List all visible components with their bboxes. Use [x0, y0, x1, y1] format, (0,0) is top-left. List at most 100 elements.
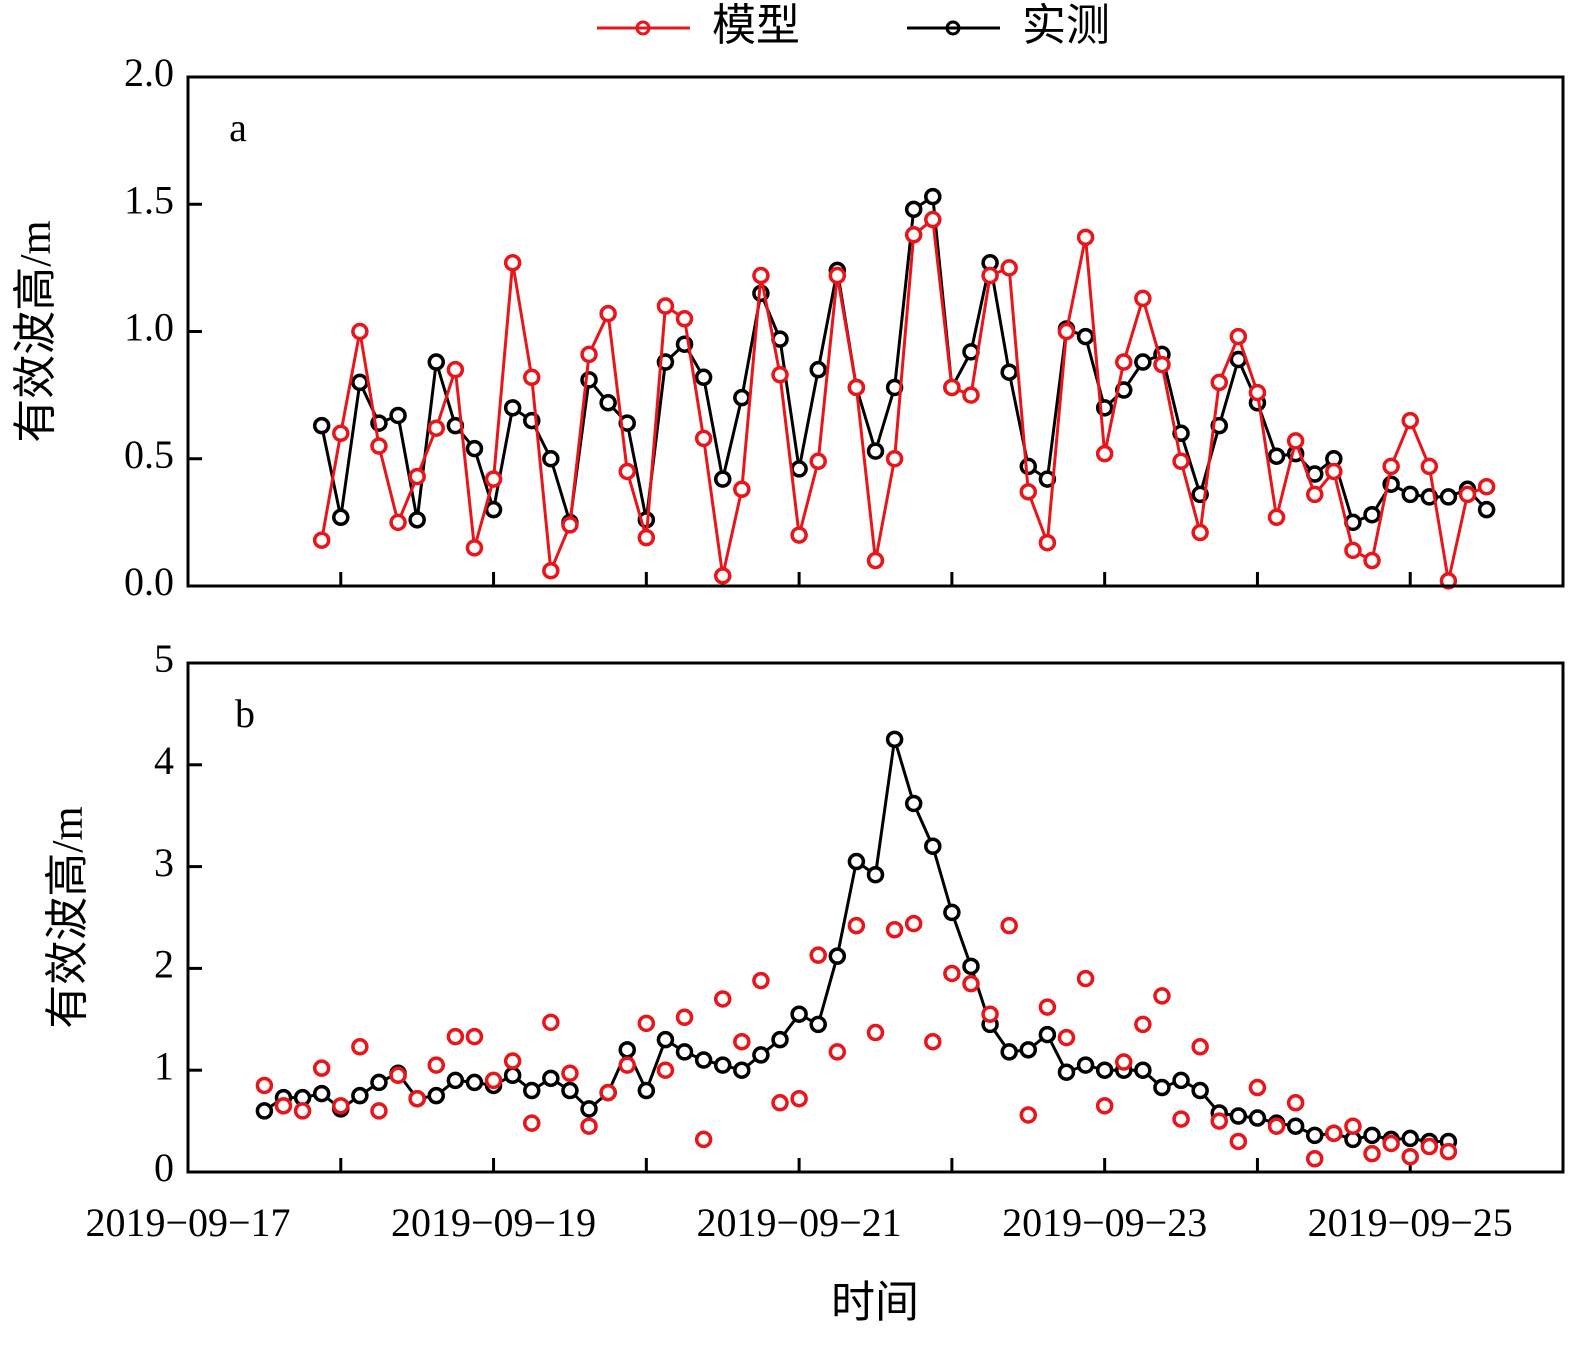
data-point	[790, 460, 808, 478]
data-point	[1019, 483, 1038, 501]
data-point	[924, 187, 942, 206]
data-point	[561, 1081, 579, 1100]
y-tick-label: 1.0	[124, 305, 174, 350]
data-point	[561, 516, 579, 534]
data-point	[713, 990, 732, 1008]
data-point	[1344, 541, 1362, 560]
data-point	[733, 388, 751, 407]
data-point	[637, 528, 656, 547]
data-point	[561, 1064, 579, 1083]
data-point	[1076, 327, 1095, 346]
data-point	[1172, 1110, 1190, 1128]
data-point	[351, 373, 369, 392]
data-point	[675, 1043, 694, 1061]
data-point	[1363, 505, 1381, 524]
data-point	[1248, 383, 1267, 402]
data-point	[599, 1083, 617, 1102]
series	[312, 210, 1496, 590]
data-point	[790, 526, 808, 544]
series-line	[263, 737, 1449, 1143]
data-point	[599, 394, 617, 412]
data-point	[694, 429, 713, 448]
data-point	[351, 1086, 369, 1105]
data-point	[675, 310, 694, 328]
data-point	[1095, 1061, 1114, 1079]
data-point	[255, 1102, 274, 1120]
data-point	[656, 297, 675, 315]
data-point	[523, 1081, 541, 1100]
y-tick-label: 5	[154, 636, 174, 681]
data-point	[1095, 444, 1114, 463]
data-point	[771, 366, 789, 384]
data-point	[713, 1056, 732, 1074]
legend: 模型 实测	[597, 1, 1110, 50]
data-point	[1382, 1134, 1400, 1153]
data-point	[618, 1041, 636, 1059]
y-tick-label: 0	[154, 1145, 174, 1190]
data-point	[962, 957, 980, 976]
data-point	[389, 513, 407, 532]
data-point	[1401, 411, 1419, 430]
data-point	[924, 837, 942, 855]
data-point	[790, 1005, 808, 1023]
data-point	[1363, 551, 1381, 570]
legend-label: 实测	[1022, 1, 1110, 50]
data-point	[713, 567, 732, 585]
panel-label: b	[235, 691, 255, 736]
data-point	[1267, 447, 1286, 465]
y-tick-label: 0.0	[124, 559, 174, 604]
data-point	[1401, 485, 1419, 504]
data-point	[312, 1059, 331, 1077]
data-point	[1363, 1144, 1381, 1163]
data-point	[733, 480, 751, 499]
plot-frame	[186, 661, 1565, 1174]
y-tick-label: 1.5	[124, 177, 174, 222]
panel-label: a	[229, 105, 247, 150]
data-point	[790, 1089, 808, 1108]
x-tick-label: 2019−09−25	[1308, 1200, 1513, 1245]
data-point	[1229, 327, 1248, 346]
data-point	[656, 1030, 675, 1049]
legend-marker	[635, 20, 651, 36]
data-point	[1458, 485, 1477, 504]
data-point	[1420, 457, 1439, 476]
series-line	[320, 218, 1488, 583]
data-point	[943, 378, 961, 397]
data-point	[1305, 485, 1324, 504]
data-point	[752, 1046, 770, 1064]
data-point	[1305, 1126, 1324, 1145]
data-point	[1248, 1078, 1267, 1097]
data-point	[981, 266, 999, 285]
data-point	[866, 1023, 885, 1042]
data-point	[1076, 969, 1095, 988]
data-point	[733, 1061, 751, 1079]
data-point	[1439, 572, 1458, 590]
data-point	[465, 439, 484, 458]
data-point	[503, 399, 522, 417]
data-point	[694, 1051, 713, 1069]
y-tick-label: 2	[154, 942, 174, 987]
data-point	[618, 462, 636, 481]
data-point	[293, 1102, 312, 1120]
data-point	[465, 1027, 484, 1046]
data-point	[1153, 987, 1171, 1005]
data-point	[255, 1076, 274, 1095]
data-point	[580, 1100, 598, 1118]
data-point	[1286, 1094, 1305, 1112]
data-point	[332, 1097, 350, 1115]
data-point	[866, 865, 885, 884]
data-point	[370, 1102, 388, 1120]
x-axis-label: 时间	[831, 1278, 919, 1327]
data-point	[1095, 1097, 1114, 1115]
data-point	[847, 378, 866, 397]
data-point	[1305, 1150, 1324, 1168]
data-point	[1115, 353, 1133, 371]
data-point	[981, 1005, 999, 1023]
data-point	[1019, 457, 1038, 476]
data-point	[847, 852, 866, 871]
data-point	[943, 903, 961, 922]
data-point	[1477, 500, 1496, 519]
data-point	[503, 1066, 522, 1085]
data-point	[1153, 355, 1171, 374]
data-point	[503, 1052, 522, 1070]
